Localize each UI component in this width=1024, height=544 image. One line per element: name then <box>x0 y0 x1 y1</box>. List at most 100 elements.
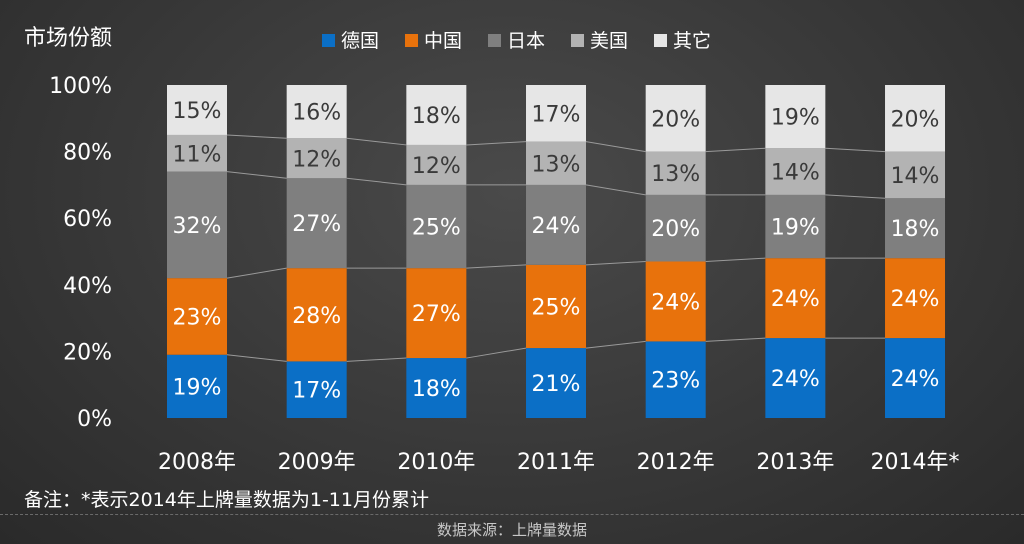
y-tick-label: 100% <box>49 74 112 99</box>
bar-segment <box>765 258 826 339</box>
connector-line <box>226 134 287 139</box>
data-label: 20% <box>651 107 700 132</box>
bar-segment <box>286 178 347 269</box>
bar-segment <box>406 358 467 418</box>
connector-line <box>466 347 527 359</box>
data-label: 25% <box>412 216 461 241</box>
data-label: 24% <box>891 367 940 392</box>
connector-line <box>346 177 407 186</box>
data-label: 23% <box>651 369 700 394</box>
bar-segment <box>526 85 587 142</box>
data-label: 16% <box>292 101 341 126</box>
data-label: 21% <box>532 372 581 397</box>
data-label: 15% <box>173 99 222 124</box>
data-label: 14% <box>891 164 940 189</box>
y-tick-label: 60% <box>63 207 112 232</box>
footer-divider <box>0 514 1024 515</box>
y-axis-label: 市场份额 <box>24 26 112 51</box>
legend-swatch <box>654 34 667 47</box>
data-label: 13% <box>651 162 700 187</box>
bar-segment <box>406 184 467 269</box>
data-label: 18% <box>412 377 461 402</box>
data-label: 28% <box>292 304 341 329</box>
bar-segment <box>645 151 706 195</box>
bar-segment <box>885 198 946 259</box>
connector-line <box>346 137 407 146</box>
data-label: 12% <box>412 154 461 179</box>
bar-segment <box>167 171 227 279</box>
data-label: 20% <box>891 107 940 132</box>
legend-label: 其它 <box>673 30 711 52</box>
legend-swatch <box>571 34 584 47</box>
bar-segment <box>765 338 826 418</box>
connector-line <box>705 147 766 153</box>
data-label: 27% <box>412 302 461 327</box>
data-label: 25% <box>532 295 581 320</box>
bar-segment <box>167 278 227 355</box>
connector-line <box>705 257 766 262</box>
legend-label: 日本 <box>507 30 545 52</box>
x-tick-label: 2013年 <box>756 450 834 475</box>
data-label: 18% <box>891 217 940 242</box>
x-tick-label: 2014年* <box>871 450 960 475</box>
legend-swatch <box>405 34 418 47</box>
bar-segment <box>885 151 946 199</box>
bar-segment <box>645 85 706 152</box>
bar-segment <box>286 361 347 418</box>
legend-swatch <box>488 34 501 47</box>
data-label: 19% <box>173 375 222 400</box>
connector-line <box>346 357 407 362</box>
x-tick-label: 2009年 <box>278 450 356 475</box>
x-tick-label: 2011年 <box>517 450 595 475</box>
data-label: 17% <box>532 102 581 127</box>
data-label: 24% <box>771 287 820 312</box>
y-tick-label: 80% <box>63 141 112 166</box>
connector-line <box>466 264 527 269</box>
data-label: 19% <box>771 106 820 131</box>
bar-segment <box>526 264 587 349</box>
data-label: 27% <box>292 212 341 237</box>
source-text: 数据来源：上牌量数据 <box>436 521 587 539</box>
x-tick-label: 2010年 <box>397 450 475 475</box>
connector-line <box>226 267 287 279</box>
x-tick-label: 2008年 <box>158 450 236 475</box>
data-label: 11% <box>173 142 222 167</box>
footnote: 备注：*表示2014年上牌量数据为1-11月份累计 <box>24 489 429 511</box>
x-tick-label: 2012年 <box>637 450 715 475</box>
data-label: 24% <box>771 367 820 392</box>
bar-segment <box>526 184 587 265</box>
connector-line <box>705 337 766 342</box>
data-label: 24% <box>651 290 700 315</box>
y-tick-label: 40% <box>63 274 112 299</box>
data-label: 14% <box>771 161 820 186</box>
bar-segment <box>406 85 467 145</box>
y-tick-label: 20% <box>63 340 112 365</box>
bar-segment <box>286 138 347 179</box>
bar-segment <box>765 194 826 259</box>
bar-segment <box>885 85 946 152</box>
bar-segment <box>286 268 347 362</box>
bar-segment <box>885 258 946 339</box>
data-label: 20% <box>651 217 700 242</box>
data-label: 24% <box>532 214 581 239</box>
legend-label: 美国 <box>590 30 628 52</box>
y-tick-label: 0% <box>77 407 112 432</box>
connector-line <box>226 354 287 362</box>
bar-segment <box>526 348 587 418</box>
data-label: 18% <box>412 104 461 129</box>
legend-label: 德国 <box>341 30 379 52</box>
connector-line <box>585 340 646 349</box>
bar-segment <box>765 85 826 149</box>
bar-segment <box>406 268 467 359</box>
connector-line <box>585 141 646 153</box>
bar-segment <box>406 144 467 185</box>
data-label: 32% <box>173 214 222 239</box>
legend-swatch <box>322 34 335 47</box>
bar-segment <box>167 85 227 135</box>
bar-segment <box>167 134 227 172</box>
bar-segment <box>885 338 946 418</box>
connector-line <box>585 260 646 266</box>
connector-line <box>466 141 527 146</box>
bar-segment <box>526 141 587 185</box>
